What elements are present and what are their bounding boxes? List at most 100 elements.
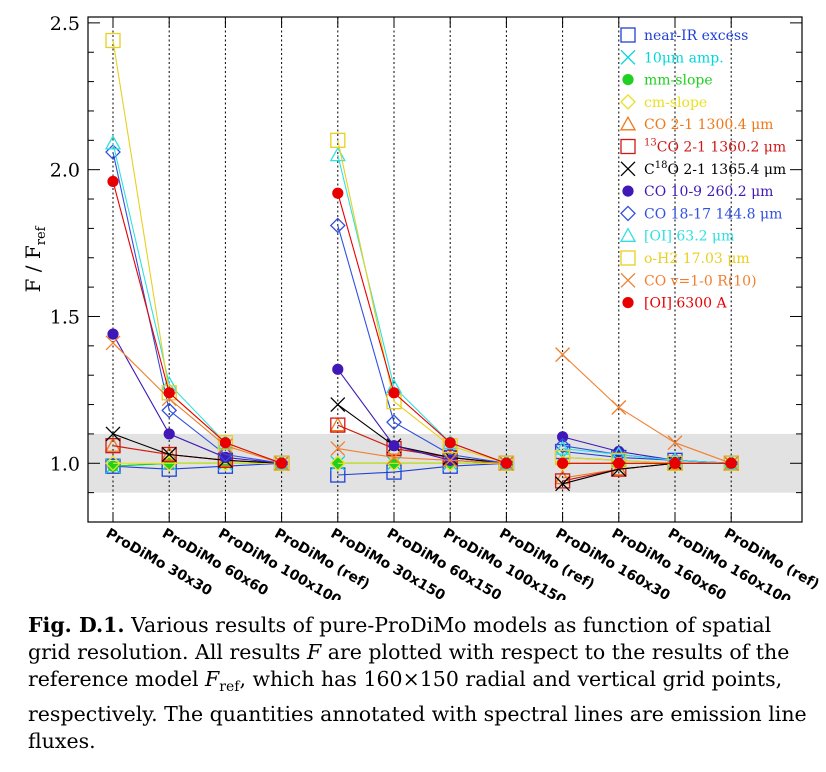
legend-marker — [620, 205, 636, 222]
data-point — [555, 476, 571, 492]
square-shape — [620, 138, 636, 155]
x-shape — [330, 397, 346, 413]
legend-marker — [620, 138, 636, 155]
x-shape — [620, 272, 636, 288]
legend-label-part: C — [644, 162, 655, 178]
x-shape — [330, 441, 346, 457]
dot-shape — [219, 437, 231, 449]
data-point — [669, 457, 681, 469]
series-line — [112, 342, 282, 464]
x-shape — [105, 335, 121, 351]
dot-shape — [622, 297, 634, 309]
legend-label-part: μm — [662, 50, 684, 66]
data-point — [613, 457, 625, 469]
data-point — [105, 144, 121, 160]
data-point — [219, 437, 231, 449]
square-shape — [105, 32, 121, 49]
dot-shape — [622, 185, 634, 197]
data-point — [276, 457, 288, 469]
series-line — [112, 151, 282, 464]
series-12 — [107, 175, 737, 469]
series-line — [562, 448, 732, 464]
dot-shape — [163, 387, 175, 399]
square-shape — [273, 455, 290, 471]
legend-label-part: [OI] 6300 A — [644, 296, 727, 312]
diamond-shape — [620, 93, 636, 110]
data-point — [329, 455, 346, 472]
data-point — [161, 446, 177, 463]
dot-shape — [669, 457, 681, 469]
data-point — [386, 449, 402, 465]
dot-shape — [388, 440, 400, 452]
triangle-shape — [104, 437, 122, 452]
square-shape — [620, 250, 636, 266]
x-shape — [105, 426, 121, 442]
data-point — [105, 335, 121, 351]
data-point — [442, 452, 458, 468]
legend-label-part: CO 2-1 1300.4 μm — [644, 117, 773, 133]
legend-label: CO 18-17 144.8 μm — [644, 206, 782, 222]
y-tick-label: 2.0 — [50, 160, 80, 182]
caption-text-1: Various results of pure-ProDiMo models a… — [28, 613, 772, 664]
diamond-shape — [105, 144, 121, 160]
dot-shape — [388, 387, 400, 399]
legend-marker — [620, 272, 636, 288]
legend-marker — [619, 115, 637, 131]
series-line — [112, 181, 282, 464]
data-point — [332, 187, 344, 199]
series-11 — [105, 335, 739, 471]
figure-label: Fig. D.1. — [28, 613, 125, 637]
data-point — [329, 217, 346, 234]
caption-text-3: , which has 160×150 radial and vertical … — [28, 667, 807, 754]
dot-shape — [725, 457, 737, 469]
data-point — [554, 473, 571, 489]
legend-label: CO 10-9 260.2 μm — [644, 184, 773, 200]
square-shape — [105, 438, 121, 454]
data-point — [611, 400, 627, 415]
legend-label-part: cm-slope — [644, 95, 707, 111]
series-line — [337, 225, 507, 464]
dot-shape — [444, 437, 456, 449]
data-point — [725, 457, 737, 469]
x-shape — [161, 447, 177, 462]
data-point — [330, 417, 346, 433]
dot-shape — [500, 457, 512, 469]
data-point — [161, 385, 177, 401]
legend-label-part: 13 — [644, 138, 657, 149]
triangle-shape — [104, 134, 122, 150]
data-point — [557, 457, 569, 469]
diamond-shape — [161, 402, 178, 419]
data-point — [554, 437, 571, 454]
legend-label-part: near-IR excess — [644, 28, 748, 44]
data-point — [163, 387, 175, 399]
legend-label-part: 10 — [644, 50, 662, 66]
legend-label: CO 2-1 1300.4 μm — [644, 117, 773, 133]
legend-label: 13CO 2-1 1360.2 μm — [644, 138, 786, 156]
dot-shape — [613, 457, 625, 469]
diamond-shape — [329, 455, 346, 472]
legend-label-part: amp. — [684, 50, 723, 66]
legend-marker — [620, 27, 636, 43]
series-line — [337, 140, 507, 464]
data-point — [104, 437, 122, 452]
x-shape — [555, 476, 571, 492]
y-axis-label-sub: ref — [34, 225, 49, 245]
dot-shape — [107, 175, 119, 188]
legend-marker — [620, 250, 636, 266]
series-line — [112, 143, 282, 464]
data-point — [107, 175, 119, 188]
series-line — [562, 354, 732, 464]
dot-shape — [332, 363, 344, 375]
data-point — [557, 431, 569, 443]
y-axis-label-main: F / F — [21, 245, 45, 292]
series-line — [112, 333, 282, 464]
x-shape — [667, 435, 683, 451]
legend-label: [OI] 6300 A — [644, 296, 727, 312]
diamond-shape — [386, 455, 402, 472]
legend-label-part: CO v=1-0 R(10) — [644, 273, 757, 289]
legend-label-part: o-H2 17.03 μm — [644, 251, 750, 267]
dot-shape — [107, 328, 119, 340]
y-tick-label: 2.5 — [50, 13, 80, 35]
legend-marker — [620, 93, 636, 110]
